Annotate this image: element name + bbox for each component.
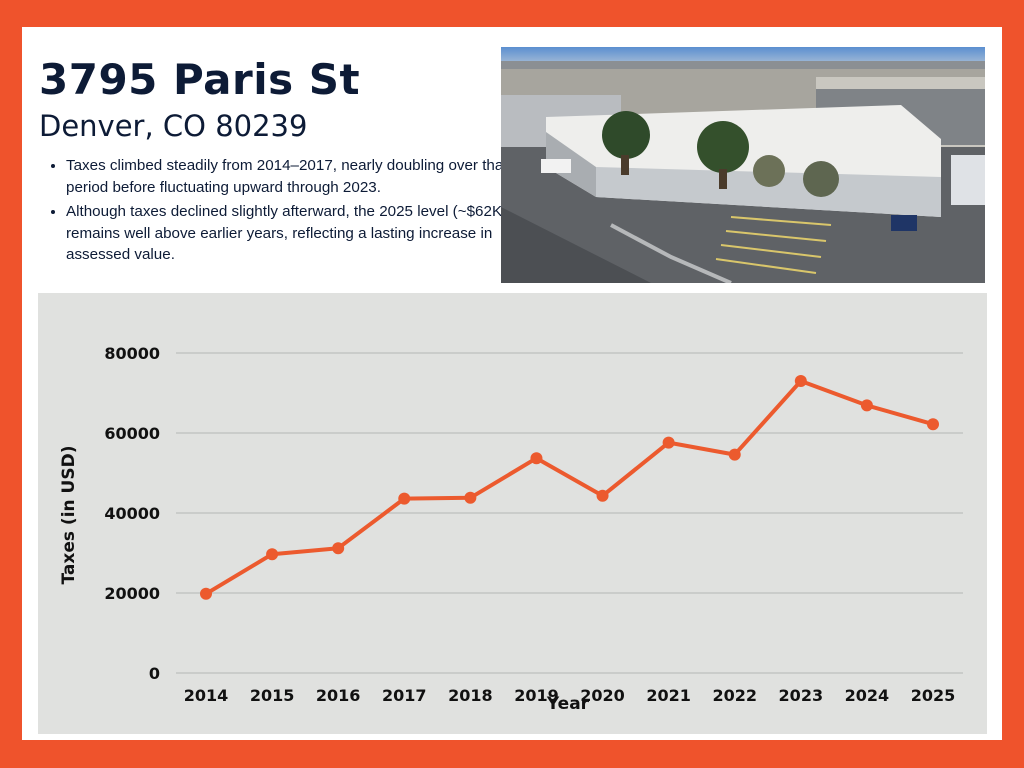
- y-axis-label: Taxes (in USD): [59, 446, 79, 585]
- series-line-taxes: [204, 379, 934, 596]
- gridlines: [176, 352, 963, 674]
- x-tick-label: 2024: [845, 686, 890, 705]
- y-tick-label: 40000: [104, 504, 160, 523]
- data-point-2016: [332, 542, 345, 555]
- series-points: [200, 375, 939, 600]
- x-tick-label: 2018: [448, 686, 493, 705]
- data-point-2020: [596, 489, 609, 502]
- bullet-item: Although taxes declined slightly afterwa…: [66, 201, 518, 266]
- data-point-2025: [927, 418, 939, 431]
- bullet-item: Taxes climbed steadily from 2014–2017, n…: [66, 155, 518, 198]
- y-tick-label: 60000: [104, 424, 160, 443]
- building-aerial-photo-icon: [501, 47, 985, 283]
- x-tick-label: 2025: [911, 686, 956, 705]
- data-point-2014: [200, 587, 212, 600]
- data-point-2022: [728, 448, 741, 461]
- x-tick-label: 2020: [580, 686, 625, 705]
- chart-panel: 0 20000 40000 60000 80000 2014 2015 2016 2017 20…: [38, 293, 987, 734]
- y-tick-label: 0: [149, 664, 160, 683]
- x-tick-label: 2015: [250, 686, 295, 705]
- x-tick-label: 2014: [184, 686, 229, 705]
- x-tick-label: 2021: [646, 686, 691, 705]
- x-tick-label: 2022: [712, 686, 757, 705]
- data-point-2021: [662, 436, 675, 449]
- summary-bullets: Taxes climbed steadily from 2014–2017, n…: [46, 155, 518, 269]
- y-tick-label: 20000: [104, 584, 160, 603]
- y-tick-label: 80000: [104, 344, 160, 363]
- property-photo: [501, 47, 985, 283]
- data-point-2019: [530, 452, 543, 465]
- data-point-2017: [398, 492, 411, 505]
- x-tick-labels: 2014 2015 2016 2017 2018 2019 2020 2021 2022 2023…: [184, 686, 956, 705]
- x-axis-label: Year: [546, 694, 590, 714]
- x-tick-label: 2019: [514, 686, 559, 705]
- page-title: 3795 Paris St: [39, 55, 361, 104]
- property-card: 3795 Paris St Denver, CO 80239 Taxes cli…: [22, 27, 1002, 740]
- x-tick-label: 2023: [779, 686, 824, 705]
- data-point-2024: [860, 399, 873, 412]
- data-point-2015: [266, 548, 279, 561]
- address-subtitle: Denver, CO 80239: [39, 109, 308, 143]
- x-tick-label: 2016: [316, 686, 361, 705]
- x-tick-label: 2017: [382, 686, 427, 705]
- data-point-2023: [794, 375, 807, 387]
- data-point-2018: [464, 491, 477, 504]
- y-tick-labels: 0 20000 40000 60000 80000: [104, 344, 160, 683]
